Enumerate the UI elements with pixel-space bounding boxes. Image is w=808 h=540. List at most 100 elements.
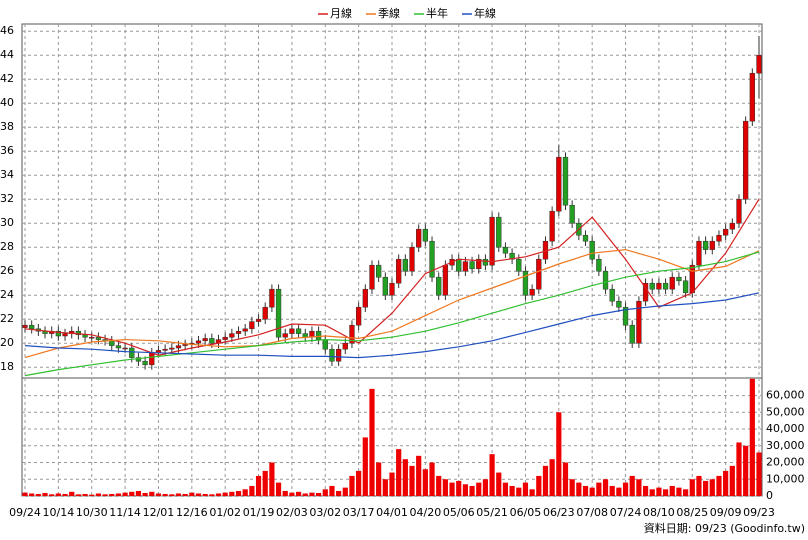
volume-bar (689, 479, 695, 496)
volume-bar (596, 482, 602, 496)
candle-body (149, 352, 155, 366)
volume-bar (55, 493, 61, 496)
x-tick-label: 03/02 (309, 506, 341, 519)
volume-bar (242, 489, 248, 496)
candle-body (602, 270, 609, 290)
candle-body (489, 216, 495, 266)
x-tick-label: 07/08 (576, 506, 608, 519)
volume-bar (95, 493, 101, 496)
volume-bar (509, 485, 515, 496)
candle-body (115, 345, 122, 349)
volume-bar (255, 475, 262, 496)
volume-bar (542, 465, 549, 496)
candle-body (182, 344, 188, 346)
candle-body (402, 258, 408, 272)
legend-label: 半年 (426, 6, 448, 20)
volume-bar (662, 489, 669, 496)
volume-bar (109, 493, 115, 496)
candle-body (349, 324, 355, 344)
volume-bar (536, 475, 542, 496)
candle-body (249, 321, 255, 330)
volume-bar (62, 493, 68, 496)
volume-bar (476, 482, 482, 496)
candle-body (756, 54, 762, 74)
volume-bar (502, 482, 509, 496)
volume-bar (629, 475, 635, 496)
candle-body (262, 306, 268, 320)
candle-body (743, 120, 749, 200)
volume-bar (282, 490, 288, 496)
candle-body (89, 336, 95, 339)
volume-bar (342, 487, 348, 496)
candle-body (536, 258, 542, 290)
volume-bar (642, 485, 649, 496)
y2-tick-label: 0 (766, 489, 773, 502)
volume-bar (362, 437, 368, 496)
candle-body (235, 330, 242, 334)
volume-bar (729, 465, 735, 496)
candle-body (389, 282, 395, 296)
volume-bar (602, 479, 609, 496)
candle-body (442, 264, 449, 296)
volume-bar (616, 487, 622, 496)
y-tick-label: 36 (0, 144, 14, 157)
candle-body (62, 333, 68, 337)
volume-bar (522, 482, 529, 496)
candle-body (676, 276, 682, 282)
candle-body (302, 333, 308, 338)
x-tick-label: 02/03 (276, 506, 308, 519)
candle-body (29, 324, 35, 330)
volume-bar (82, 493, 88, 496)
candle-body (75, 330, 82, 336)
candle-body (109, 340, 115, 346)
candle-body (369, 264, 375, 290)
volume-bar (149, 491, 155, 496)
x-tick-label: 03/17 (343, 506, 375, 519)
y-tick-label: 28 (0, 240, 14, 253)
candle-body (529, 288, 535, 296)
candle-body (496, 216, 502, 248)
candle-body (409, 246, 415, 272)
volume-bar (549, 459, 555, 496)
candle-body (729, 222, 735, 230)
candle-body (275, 288, 282, 338)
volume-bar (669, 485, 675, 496)
volume-bar (155, 493, 162, 496)
candle-body (476, 258, 482, 270)
candle-body (689, 264, 695, 294)
candle-body (636, 300, 642, 344)
candle-body (22, 324, 28, 328)
candle-body (355, 306, 362, 326)
candle-body (129, 347, 135, 358)
volume-bar (569, 479, 575, 496)
candle-body (589, 240, 595, 260)
candle-body (596, 258, 602, 272)
volume-bar (249, 485, 255, 496)
candle-body (335, 348, 342, 362)
candle-body (422, 228, 429, 242)
candle-body (142, 360, 148, 366)
x-tick-label: 04/20 (410, 506, 442, 519)
volume-bar (309, 492, 315, 496)
candle-body (255, 318, 262, 322)
candle-body (722, 228, 729, 236)
candle-body (682, 280, 689, 294)
volume-bar (469, 485, 475, 496)
volume-bar (349, 475, 355, 496)
volume-bar (209, 494, 215, 496)
candle-body (736, 198, 742, 224)
ma-line (24, 248, 760, 359)
candle-body (622, 306, 629, 326)
volume-bar (723, 470, 729, 496)
volume-bar (429, 462, 435, 496)
volume-bar (422, 469, 428, 496)
volume-bar (369, 388, 375, 496)
volume-bar (696, 475, 702, 496)
x-tick-label: 01/19 (243, 506, 275, 519)
candle-body (556, 156, 562, 212)
y-tick-label: 40 (0, 96, 14, 109)
volume-bar (416, 455, 422, 496)
volume-bar (169, 494, 175, 496)
volume-bar (49, 494, 55, 496)
